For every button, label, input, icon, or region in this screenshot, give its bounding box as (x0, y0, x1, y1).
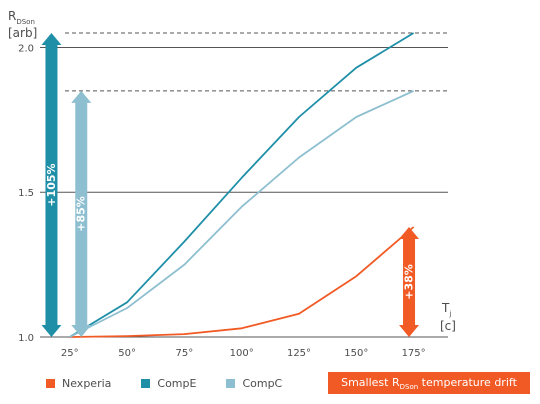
x-tick-label: 50° (118, 348, 136, 359)
x-tick-label: 150° (344, 348, 368, 359)
y-tick-label: 2.0 (18, 43, 34, 54)
banner-text-before: Smallest R (341, 376, 400, 389)
series-line-nexperia (69, 226, 415, 338)
banner-text-after: temperature drift (418, 376, 517, 389)
annotation-arrow (71, 90, 92, 338)
legend-label: CompC (242, 377, 283, 390)
x-axis-ticks: 25° 50° 75° 100° 125° 150° 175° (61, 348, 426, 359)
x-tick-label: 125° (287, 348, 311, 359)
legend-label: CompE (157, 377, 197, 390)
x-tick-label: 175° (402, 348, 426, 359)
banner-text-sub: DSon (399, 383, 419, 391)
legend-item-nexperia: Nexperia (46, 377, 111, 390)
x-tick-label: 100° (230, 348, 254, 359)
legend-swatch (141, 379, 151, 388)
y-axis-unit: [arb] (8, 26, 37, 40)
annotation-label: +85% (75, 196, 88, 232)
legend-swatch (226, 379, 236, 388)
y-tick-label: 1.0 (18, 333, 34, 344)
reference-lines (65, 32, 448, 92)
series-line-compc (69, 90, 414, 338)
chart: 2.0 1.5 1.0 25° 50° 75° 100° 125° 150° 175° +105… (8, 9, 456, 359)
annotation-arrow (41, 33, 62, 337)
annotation-label: +105% (45, 163, 58, 206)
annotation-label: +38% (403, 264, 416, 300)
legend-item-compe: CompE (141, 377, 196, 390)
legend-label: Nexperia (62, 377, 112, 390)
legend-swatch (46, 379, 55, 388)
x-tick-label: 75° (176, 348, 194, 359)
y-axis-title: RDSon (8, 9, 35, 26)
series-line-compe (69, 32, 415, 338)
annotation-arrows: +105% +85% +38% (41, 33, 420, 338)
series-lines (69, 32, 415, 338)
legend: Nexperia CompE CompC (46, 377, 312, 390)
x-tick-label: 25° (61, 348, 79, 359)
x-axis-title: Tj (441, 301, 451, 318)
y-tick-label: 1.5 (18, 188, 34, 199)
legend-item-compc: CompC (226, 377, 282, 390)
annotation-arrow (399, 226, 420, 337)
y-axis-ticks: 2.0 1.5 1.0 (18, 43, 34, 344)
x-axis-unit: [c] (440, 319, 456, 333)
drift-banner: Smallest RDSon temperature drift (328, 372, 530, 394)
